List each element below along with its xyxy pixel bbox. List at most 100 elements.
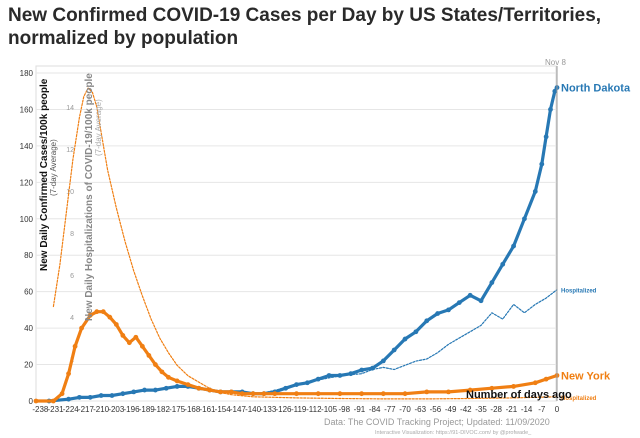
data-point bbox=[391, 347, 397, 353]
data-point bbox=[511, 384, 516, 389]
data-point bbox=[163, 385, 169, 391]
data-point bbox=[543, 134, 549, 140]
y2-tick-label: 6 bbox=[70, 273, 74, 280]
data-point bbox=[456, 300, 462, 305]
data-point bbox=[532, 189, 538, 194]
data-point bbox=[109, 393, 115, 398]
y-tick-label: 0 bbox=[29, 397, 34, 406]
data-point bbox=[113, 322, 119, 327]
data-point bbox=[166, 374, 171, 380]
data-point bbox=[467, 387, 473, 393]
data-point bbox=[552, 88, 558, 94]
x-tick-label: -91 bbox=[354, 405, 366, 414]
data-point bbox=[100, 309, 106, 315]
data-point bbox=[489, 280, 495, 285]
data-point bbox=[142, 387, 147, 393]
y2-axis-sublabel: (7-day Average) bbox=[94, 99, 103, 156]
series-line-3 bbox=[52, 87, 558, 400]
x-tick-label: -112 bbox=[306, 405, 322, 414]
data-point bbox=[126, 340, 132, 346]
x-tick-label: -14 bbox=[521, 405, 533, 414]
data-point bbox=[539, 161, 545, 167]
data-point bbox=[522, 216, 527, 222]
y-axis-sublabel: (7-day Average) bbox=[49, 139, 58, 196]
y2-tick-label: 8 bbox=[70, 231, 74, 238]
x-tick-label: -182 bbox=[154, 405, 171, 414]
x-tick-label: -42 bbox=[460, 405, 472, 414]
data-point bbox=[543, 376, 549, 382]
data-point bbox=[250, 391, 256, 397]
x-tick-label: -70 bbox=[399, 405, 411, 414]
data-point bbox=[120, 333, 126, 338]
x-tick-label: -119 bbox=[291, 405, 307, 414]
data-point bbox=[131, 389, 137, 395]
data-point bbox=[152, 362, 158, 367]
y2-axis-label: New Daily Hospitalizations of COVID-19/1… bbox=[84, 73, 95, 321]
data-point bbox=[79, 325, 84, 331]
series-label: Hospitalized bbox=[561, 289, 597, 295]
x-tick-label: -77 bbox=[384, 405, 396, 414]
y-tick-label: 80 bbox=[24, 251, 33, 260]
x-tick-label: -63 bbox=[414, 405, 426, 414]
data-point bbox=[413, 329, 419, 335]
series-label: Hospitalized bbox=[561, 396, 597, 402]
y2-tick-label: 14 bbox=[66, 105, 74, 112]
series-label: New York bbox=[561, 370, 611, 382]
x-tick-label: -196 bbox=[124, 405, 141, 414]
data-point bbox=[66, 371, 71, 377]
x-tick-label: -35 bbox=[475, 405, 487, 414]
data-point bbox=[59, 391, 65, 397]
data-point bbox=[50, 398, 56, 404]
plot-frame bbox=[35, 65, 557, 402]
data-point bbox=[359, 391, 365, 397]
series-line-1 bbox=[252, 289, 558, 396]
data-point bbox=[207, 387, 213, 393]
data-point bbox=[133, 334, 139, 340]
data-point bbox=[185, 382, 191, 387]
series-label: North Dakota bbox=[561, 83, 631, 95]
x-tick-label: -224 bbox=[63, 405, 80, 414]
y-tick-label: 140 bbox=[20, 142, 34, 151]
data-point bbox=[424, 389, 430, 395]
data-point bbox=[174, 378, 180, 384]
data-point bbox=[500, 261, 506, 267]
data-point bbox=[380, 391, 386, 397]
grid bbox=[36, 72, 557, 402]
data-point bbox=[489, 385, 495, 391]
x-tick-label: -7 bbox=[538, 405, 546, 414]
x-axis-label: Number of days ago bbox=[466, 389, 572, 401]
y-tick-label: 100 bbox=[20, 215, 34, 224]
data-point bbox=[424, 318, 430, 324]
chart-title: New Confirmed COVID-19 Cases per Day by … bbox=[8, 5, 602, 49]
series-group: North Dakota Hospitalized New York Hospital… bbox=[33, 83, 631, 404]
data-point bbox=[511, 243, 516, 249]
credit-text: Interactive Visualization: https://91-DI… bbox=[375, 430, 532, 436]
data-point bbox=[326, 373, 332, 378]
data-point bbox=[239, 391, 245, 397]
data-point bbox=[315, 391, 321, 397]
x-tick-label: -238 bbox=[32, 405, 49, 414]
data-point bbox=[159, 369, 165, 375]
data-point bbox=[77, 394, 82, 400]
y2-tick-label: 4 bbox=[70, 315, 74, 322]
data-point bbox=[294, 391, 299, 397]
x-tick-label: -175 bbox=[169, 405, 186, 414]
data-point bbox=[272, 391, 278, 397]
data-point bbox=[435, 311, 441, 316]
data-point bbox=[446, 389, 451, 395]
x-tick-label: -98 bbox=[338, 405, 350, 414]
x-tick-label: -203 bbox=[108, 405, 125, 414]
source-text: Data: The COVID Tracking Project; Update… bbox=[324, 417, 550, 427]
y2-tick-label: 10 bbox=[66, 189, 74, 196]
data-point bbox=[467, 292, 473, 298]
date-marker-label: Nov 8 bbox=[545, 58, 566, 67]
data-point bbox=[66, 396, 71, 402]
y-tick-label: 60 bbox=[24, 288, 33, 297]
series-line-0 bbox=[47, 86, 559, 403]
y2-tick-label: 12 bbox=[66, 147, 74, 154]
x-tick-label: -133 bbox=[260, 405, 277, 414]
data-point bbox=[548, 107, 553, 112]
x-tick-label: -126 bbox=[275, 405, 292, 414]
data-point bbox=[402, 391, 408, 397]
